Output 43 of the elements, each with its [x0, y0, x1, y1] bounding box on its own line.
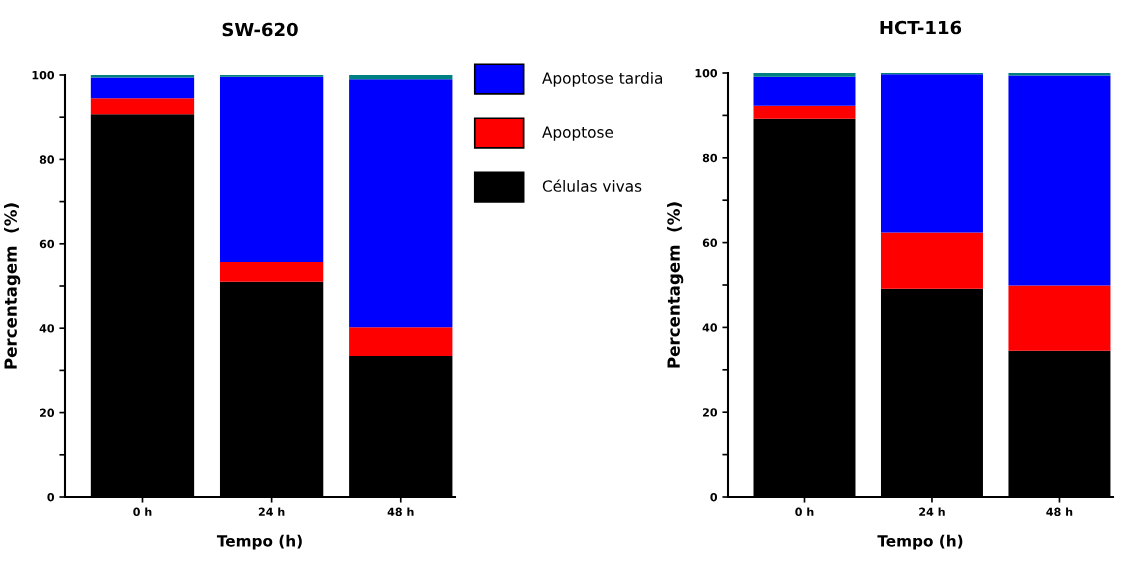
- bar: [349, 79, 453, 328]
- y-tick-label: 40: [702, 323, 718, 332]
- x-tick-label: 24 h: [258, 507, 285, 516]
- bar: [90, 77, 195, 99]
- bar: [219, 261, 324, 282]
- x-tick-label: 48 h: [387, 507, 414, 517]
- x-tick-label: 24 h: [919, 507, 945, 516]
- legend-label: Células vivas: [542, 179, 642, 192]
- bar: [1008, 285, 1111, 351]
- y-tick-label: 100: [32, 70, 55, 80]
- y-tick-label: 80: [702, 153, 718, 163]
- x-tick-label: 48 h: [1046, 507, 1073, 517]
- x-tick-label: 0 h: [795, 507, 814, 517]
- chart-title: HCT-116: [880, 20, 962, 35]
- y-tick-label: 0: [710, 492, 718, 502]
- x-tick-label: 0 h: [133, 507, 152, 517]
- y-tick-label: 100: [695, 68, 718, 78]
- bar: [753, 105, 856, 119]
- bar: [753, 73, 856, 77]
- legend-label: Apoptose tardia: [542, 72, 663, 87]
- y-axis-title: Percentagem (%): [4, 203, 21, 369]
- y-axis-title: Percentagem (%): [667, 202, 684, 368]
- bar: [349, 75, 453, 80]
- bar: [90, 75, 195, 78]
- bar: [90, 98, 195, 115]
- x-axis-title: Tempo (h): [877, 534, 963, 550]
- bar: [1008, 75, 1111, 286]
- bar: [219, 76, 324, 262]
- y-tick-label: 60: [702, 238, 718, 247]
- bar: [753, 76, 856, 106]
- chart-title: SW-620: [222, 22, 298, 37]
- y-tick-label: 20: [40, 408, 55, 417]
- y-tick-label: 40: [39, 324, 55, 333]
- y-tick-label: 60: [39, 239, 55, 249]
- y-tick-label: 0: [47, 492, 55, 502]
- legend-label: Apoptose: [542, 126, 614, 141]
- bar: [880, 232, 983, 289]
- bar: [880, 74, 983, 233]
- bar: [1008, 73, 1111, 76]
- x-axis-title: Tempo (h): [216, 534, 302, 550]
- bar: [349, 327, 453, 357]
- y-tick-label: 20: [703, 408, 718, 417]
- y-tick-label: 80: [39, 155, 55, 164]
